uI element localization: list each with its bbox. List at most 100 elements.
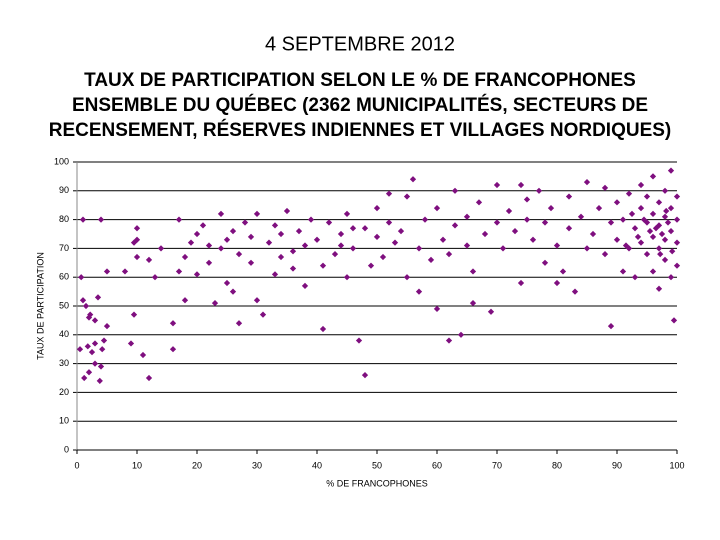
point: [583, 245, 591, 252]
point: [81, 374, 88, 382]
point: [634, 233, 642, 240]
point: [529, 236, 537, 243]
x-tick-label: 50: [372, 460, 382, 470]
point: [625, 190, 633, 197]
point: [421, 216, 429, 223]
point: [94, 294, 102, 301]
point: [361, 225, 369, 232]
y-tick-label: 50: [59, 300, 69, 310]
point: [169, 346, 177, 353]
point: [199, 222, 207, 229]
point: [76, 346, 84, 353]
point: [433, 305, 441, 312]
point: [523, 196, 531, 203]
point: [100, 337, 108, 344]
point: [663, 207, 670, 215]
point: [373, 233, 381, 240]
point: [169, 320, 177, 327]
point: [559, 268, 567, 275]
point: [289, 265, 297, 272]
y-tick-label: 100: [54, 156, 69, 166]
point: [193, 230, 201, 238]
point: [565, 193, 573, 200]
point: [451, 187, 459, 194]
x-axis-label: % DE FRANCOPHONES: [326, 478, 428, 488]
point: [337, 242, 345, 249]
point: [493, 219, 501, 226]
point: [301, 282, 309, 289]
point: [229, 288, 237, 295]
x-tick-label: 90: [612, 460, 622, 470]
point: [235, 251, 243, 258]
point: [673, 239, 681, 246]
point: [646, 228, 654, 235]
point: [607, 219, 615, 226]
point: [469, 300, 477, 307]
point: [657, 251, 664, 258]
point: [523, 216, 531, 223]
x-tick-label: 20: [192, 460, 202, 470]
point: [84, 343, 91, 350]
point: [439, 236, 447, 243]
point: [403, 193, 411, 200]
point: [649, 210, 657, 217]
point: [103, 268, 111, 275]
point: [487, 308, 495, 315]
y-tick-label: 70: [59, 243, 69, 253]
x-tick-label: 0: [74, 460, 79, 470]
point: [583, 179, 591, 186]
point: [673, 193, 681, 200]
point: [253, 297, 261, 304]
point: [667, 228, 675, 235]
point: [271, 271, 279, 278]
point: [655, 245, 663, 252]
y-tick-label: 60: [59, 272, 69, 282]
x-tick-label: 60: [432, 460, 442, 470]
point: [79, 297, 87, 304]
point: [445, 337, 453, 344]
point: [265, 239, 273, 246]
point: [637, 239, 645, 246]
point: [481, 230, 489, 238]
point: [553, 279, 561, 287]
point: [661, 213, 669, 220]
point: [361, 372, 369, 379]
point: [343, 274, 351, 281]
point: [331, 251, 339, 258]
point: [349, 225, 357, 232]
point: [565, 225, 573, 232]
point: [301, 242, 309, 249]
point: [607, 323, 615, 330]
chart-title: 4 SEPTEMBRE 2012: [265, 33, 455, 55]
point: [619, 268, 627, 275]
point: [289, 248, 297, 255]
point: [205, 259, 213, 266]
point: [78, 274, 85, 281]
x-tick-label: 100: [669, 460, 684, 470]
point: [229, 228, 237, 235]
point: [91, 360, 99, 367]
point: [667, 274, 675, 281]
x-tick-label: 40: [312, 460, 322, 470]
y-axis-label: TAUX DE PARTICIPATION: [35, 252, 45, 360]
point: [145, 374, 153, 382]
point: [628, 210, 636, 217]
point: [373, 204, 381, 212]
point: [475, 199, 483, 206]
point: [595, 204, 603, 212]
point: [367, 262, 375, 269]
point: [91, 317, 99, 324]
point: [307, 216, 315, 223]
point: [661, 236, 669, 243]
point: [130, 311, 138, 318]
point: [157, 245, 165, 252]
point: [277, 230, 285, 238]
point: [133, 253, 141, 261]
point: [631, 225, 639, 232]
point: [133, 225, 141, 232]
point: [319, 262, 327, 269]
point: [451, 222, 459, 229]
y-tick-label: 90: [59, 185, 69, 195]
point: [325, 219, 333, 226]
